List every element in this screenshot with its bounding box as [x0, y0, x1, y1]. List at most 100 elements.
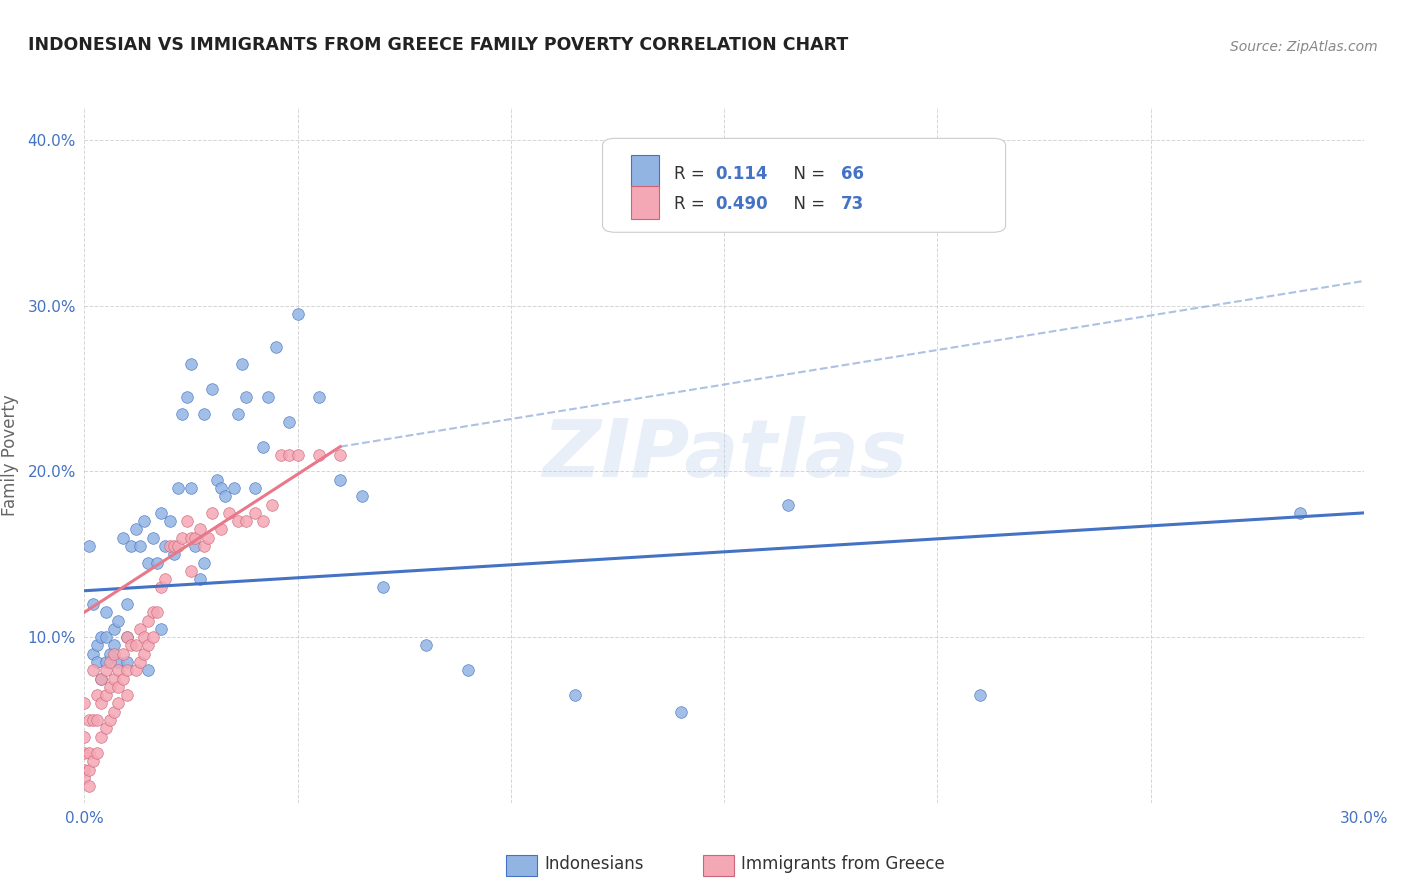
Point: [146, 605, 169, 619]
Point: [111, 672, 134, 686]
Point: [201, 382, 224, 396]
Point: [86, 655, 108, 669]
Point: [138, 663, 160, 677]
Point: [115, 597, 138, 611]
Text: 0.114: 0.114: [716, 165, 768, 183]
Point: [209, 481, 232, 495]
Point: [564, 688, 586, 702]
Point: [103, 672, 125, 686]
Point: [193, 407, 215, 421]
Point: [329, 473, 352, 487]
Point: [184, 531, 207, 545]
Text: Immigrants from Greece: Immigrants from Greece: [741, 855, 945, 873]
Point: [128, 655, 150, 669]
Point: [107, 680, 129, 694]
Point: [205, 473, 228, 487]
Point: [115, 663, 138, 677]
Text: R =: R =: [675, 195, 710, 213]
Point: [167, 481, 190, 495]
Point: [128, 622, 150, 636]
Point: [969, 688, 991, 702]
Point: [188, 572, 211, 586]
Point: [155, 572, 177, 586]
Point: [98, 655, 121, 669]
Point: [287, 448, 309, 462]
Point: [94, 605, 117, 619]
Point: [82, 647, 104, 661]
Point: [77, 539, 100, 553]
Point: [184, 539, 207, 553]
Point: [180, 481, 202, 495]
Point: [415, 639, 437, 653]
Point: [107, 655, 129, 669]
Point: [172, 531, 194, 545]
Point: [77, 713, 100, 727]
Point: [86, 688, 108, 702]
Point: [180, 531, 202, 545]
Point: [120, 639, 142, 653]
Point: [107, 614, 129, 628]
Point: [94, 663, 117, 677]
Point: [98, 680, 121, 694]
Point: [270, 448, 292, 462]
Y-axis label: Family Poverty: Family Poverty: [1, 394, 20, 516]
Point: [124, 523, 146, 537]
Point: [90, 730, 112, 744]
Point: [73, 730, 96, 744]
Text: ZIPatlas: ZIPatlas: [541, 416, 907, 494]
Point: [90, 672, 112, 686]
Point: [111, 531, 134, 545]
Point: [159, 539, 181, 553]
Point: [73, 771, 96, 785]
Point: [278, 415, 301, 429]
Point: [256, 390, 278, 404]
Point: [193, 539, 215, 553]
Point: [308, 448, 330, 462]
Point: [111, 647, 134, 661]
Point: [180, 357, 202, 371]
Point: [1288, 506, 1310, 520]
Point: [176, 514, 198, 528]
Point: [235, 514, 257, 528]
Point: [103, 705, 125, 719]
Point: [115, 655, 138, 669]
Point: [142, 630, 165, 644]
Point: [94, 630, 117, 644]
Point: [193, 556, 215, 570]
Point: [226, 514, 249, 528]
Point: [73, 763, 96, 777]
Point: [150, 506, 173, 520]
Point: [142, 531, 165, 545]
Point: [142, 605, 165, 619]
Point: [176, 390, 198, 404]
Point: [86, 639, 108, 653]
Text: Indonesians: Indonesians: [544, 855, 644, 873]
Point: [103, 622, 125, 636]
Point: [222, 481, 245, 495]
Point: [329, 448, 352, 462]
Point: [132, 630, 155, 644]
Point: [90, 630, 112, 644]
Point: [77, 763, 100, 777]
Point: [120, 539, 142, 553]
Point: [278, 448, 301, 462]
Point: [73, 697, 96, 711]
Point: [146, 556, 169, 570]
Point: [103, 639, 125, 653]
Text: N =: N =: [783, 195, 831, 213]
Point: [90, 672, 112, 686]
Point: [94, 688, 117, 702]
Point: [77, 746, 100, 760]
Text: 66: 66: [841, 165, 863, 183]
Point: [252, 440, 274, 454]
Point: [350, 489, 373, 503]
Point: [671, 705, 693, 719]
Text: N =: N =: [783, 165, 831, 183]
Point: [138, 556, 160, 570]
Point: [77, 779, 100, 793]
Point: [138, 639, 160, 653]
Point: [371, 581, 394, 595]
Point: [243, 506, 266, 520]
Point: [188, 523, 211, 537]
Point: [115, 630, 138, 644]
